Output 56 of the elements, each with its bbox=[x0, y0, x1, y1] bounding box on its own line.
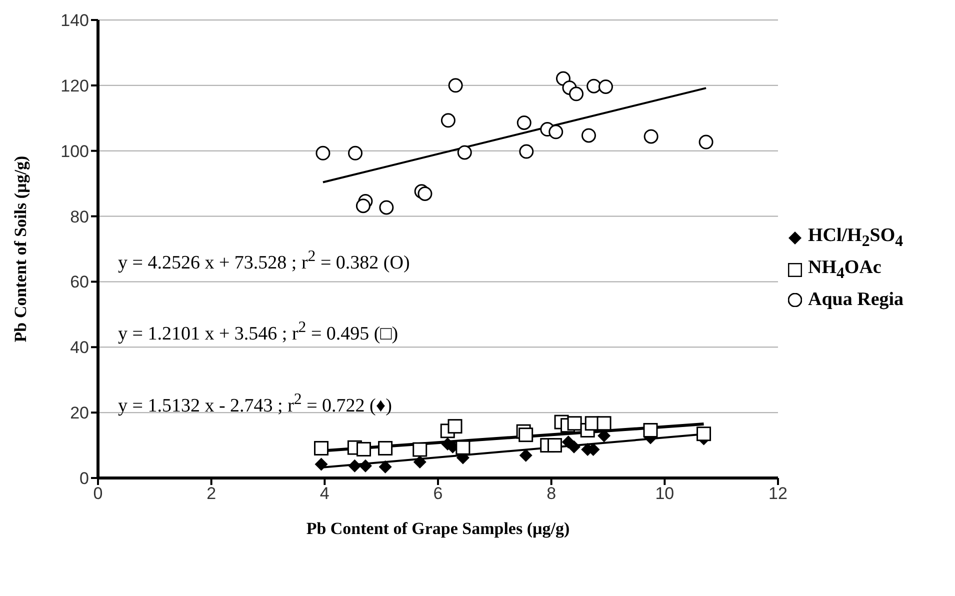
x-tick-label: 10 bbox=[655, 484, 674, 504]
point bbox=[698, 134, 714, 150]
annotation: y = 1.5132 x - 2.743 ; r$^{2}$ = 0.722 (♦) bbox=[118, 390, 393, 418]
y-tick-label: 60 bbox=[70, 272, 89, 292]
point bbox=[348, 459, 362, 472]
y-tick-label: 0 bbox=[80, 469, 89, 488]
point bbox=[643, 422, 658, 438]
annotation: y = 1.2101 x + 3.546 ; r$^{2}$ = 0.495 (□) bbox=[118, 318, 400, 347]
point bbox=[457, 145, 472, 160]
point bbox=[547, 438, 562, 453]
point bbox=[598, 79, 613, 94]
x-tick-label: 2 bbox=[206, 484, 216, 504]
point bbox=[356, 198, 370, 214]
x-tick-label: 6 bbox=[433, 484, 443, 504]
point bbox=[567, 416, 582, 431]
y-tick-label: 100 bbox=[60, 142, 89, 161]
point bbox=[378, 460, 392, 474]
point bbox=[519, 448, 532, 462]
point bbox=[519, 144, 534, 159]
point bbox=[586, 78, 602, 94]
point bbox=[314, 458, 328, 471]
annotation: y = 4.2526 x + 73.528 ; r$^{2}$ = 0.382 (O) bbox=[118, 247, 410, 276]
point bbox=[596, 416, 612, 431]
legend-label: NH$_{4}$OAc bbox=[808, 257, 882, 283]
point bbox=[413, 455, 426, 468]
point bbox=[378, 440, 393, 456]
point bbox=[448, 78, 463, 93]
point bbox=[379, 200, 394, 215]
point bbox=[696, 426, 712, 442]
y-tick-label: 20 bbox=[70, 404, 89, 423]
point bbox=[314, 440, 329, 456]
point bbox=[316, 146, 330, 160]
y-tick-label: 120 bbox=[60, 76, 89, 96]
x-tick-label: 4 bbox=[320, 484, 330, 504]
point bbox=[448, 419, 462, 434]
point bbox=[412, 442, 428, 457]
x-tick-label: 8 bbox=[546, 484, 556, 504]
point bbox=[348, 146, 363, 160]
x-tick-label: 0 bbox=[93, 484, 103, 504]
y-axis-title: Pb Content of Soils (µg/g) bbox=[11, 156, 30, 342]
point bbox=[569, 86, 584, 102]
y-tick-label: 140 bbox=[60, 11, 89, 30]
legend-label: Aqua Regia bbox=[808, 288, 904, 311]
point bbox=[568, 440, 580, 454]
point bbox=[644, 129, 658, 144]
point bbox=[440, 113, 456, 128]
point bbox=[518, 428, 534, 442]
point bbox=[548, 124, 564, 140]
point bbox=[418, 186, 432, 201]
x-axis-title: Pb Content of Grape Samples (µg/g) bbox=[306, 519, 570, 538]
x-tick-label: 12 bbox=[768, 484, 788, 504]
point bbox=[358, 459, 372, 472]
point bbox=[356, 442, 372, 456]
legend-label: HCl/H$_{2}$SO$_{4}$ bbox=[808, 225, 904, 251]
y-tick-label: 80 bbox=[70, 207, 89, 226]
y-tick-label: 40 bbox=[70, 338, 89, 358]
